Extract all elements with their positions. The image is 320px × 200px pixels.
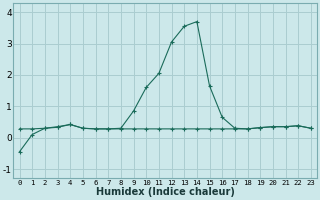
X-axis label: Humidex (Indice chaleur): Humidex (Indice chaleur) [96, 187, 235, 197]
